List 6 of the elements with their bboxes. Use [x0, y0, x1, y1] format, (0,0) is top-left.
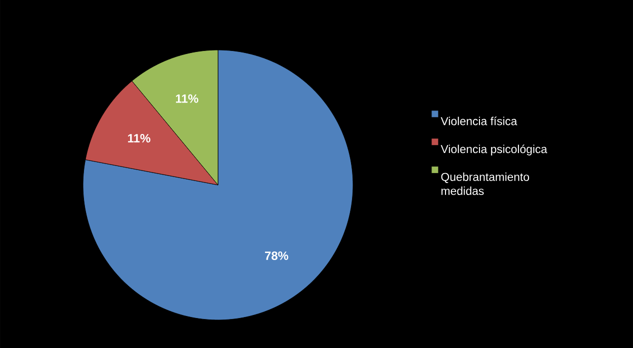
data-label: 11% [176, 94, 198, 103]
data-label: 78% [265, 251, 288, 260]
data-label: 11% [128, 134, 150, 142]
legend-label: Quebrantamiento medidas [441, 172, 530, 195]
legend-label: Violencia psicológica [440, 144, 548, 156]
legend-label: Violencia física [440, 116, 518, 126]
